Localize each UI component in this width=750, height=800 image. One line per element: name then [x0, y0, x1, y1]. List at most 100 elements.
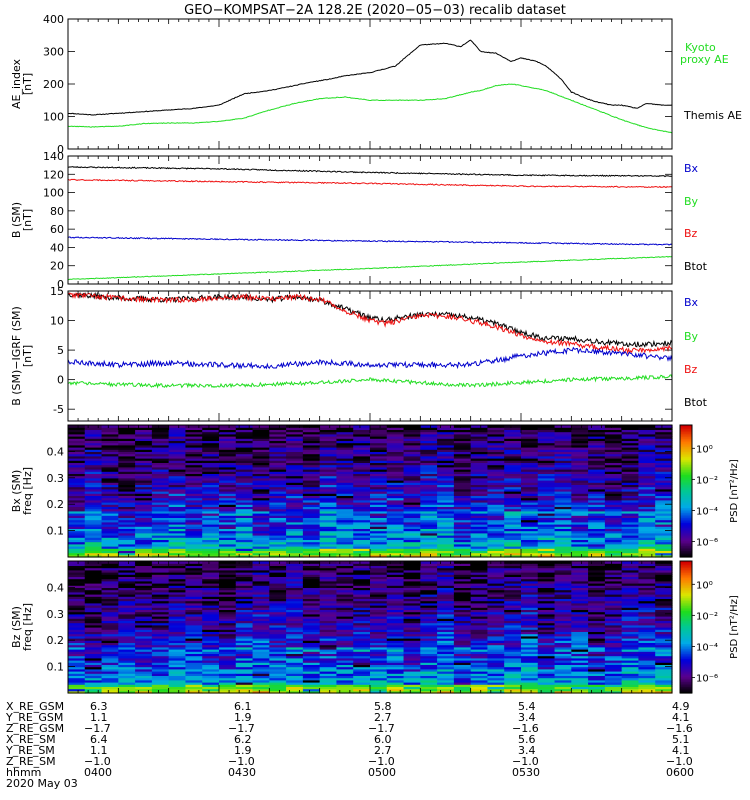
spectrogram-cell	[370, 624, 388, 628]
spectrogram-cell	[604, 622, 623, 626]
spectrogram-cell	[168, 436, 187, 439]
spectrogram-cell	[604, 493, 623, 496]
spectrogram-cell	[219, 686, 237, 690]
spectrogram-cell	[336, 657, 354, 661]
spectrogram-cell	[185, 598, 203, 602]
spectrogram-cell	[655, 469, 673, 472]
spectrogram-cell	[252, 572, 270, 575]
spectrogram-cell	[604, 484, 623, 488]
spectrogram-cell	[504, 429, 522, 433]
spectrogram-cell	[437, 664, 455, 668]
colorbar-segment	[680, 446, 692, 449]
spectrogram-cell	[537, 649, 556, 652]
spectrogram-cell	[202, 596, 220, 599]
spectrogram-cell	[353, 482, 371, 485]
spectrogram-cell	[68, 521, 86, 525]
spectrogram-cell	[118, 627, 136, 630]
spectrogram-cell	[470, 455, 489, 459]
spectrogram-cell	[420, 451, 438, 455]
spectrogram-cell	[202, 541, 220, 545]
spectrogram-cell	[403, 528, 421, 532]
spectrogram-cell	[302, 508, 321, 512]
spectrogram-cell	[571, 635, 589, 639]
spectrogram-cell	[604, 620, 623, 624]
spectrogram-cell	[571, 660, 589, 663]
spectrogram-cell	[554, 629, 572, 632]
spectrogram-cell	[319, 688, 338, 692]
spectrogram-cell	[168, 482, 187, 485]
spectrogram-cell	[604, 561, 623, 564]
spectrogram-cell	[621, 655, 640, 659]
spectrogram-cell	[336, 535, 354, 538]
spectrogram-cell	[655, 572, 673, 575]
spectrogram-cell	[118, 580, 136, 584]
spectrogram-cell	[588, 541, 606, 545]
spectrogram-cell	[588, 447, 606, 450]
spectrogram-cell	[470, 521, 489, 525]
spectrogram-cell	[168, 563, 187, 566]
spectrogram-cell	[185, 541, 203, 545]
spectrogram-cell	[202, 642, 220, 646]
spectrogram-cell	[386, 499, 405, 503]
spectrogram-cell	[151, 513, 170, 516]
spectrogram-cell	[420, 493, 438, 496]
spectrogram-cell	[403, 495, 421, 499]
spectrogram-cell	[168, 486, 187, 490]
spectrogram-cell	[168, 431, 187, 435]
spectrogram-cell	[453, 587, 472, 591]
spectrogram-cell	[269, 495, 287, 499]
spectrogram-cell	[252, 554, 270, 558]
spectrogram-cell	[168, 660, 187, 663]
spectrogram-cell	[336, 596, 354, 599]
spectrogram-cell	[504, 576, 522, 580]
spectrogram-cell	[621, 488, 640, 492]
spectrogram-cell	[101, 515, 119, 518]
spectrogram-cell	[554, 546, 572, 549]
spectrogram-cell	[101, 587, 119, 591]
spectrogram-cell	[168, 589, 187, 593]
spectrogram-cell	[168, 554, 187, 558]
spectrogram-cell	[537, 458, 556, 461]
spectrogram-cell	[537, 563, 556, 566]
spectrogram-cell	[185, 473, 203, 477]
spectrogram-cell	[588, 466, 606, 470]
spectrogram-cell	[370, 473, 388, 477]
spectrogram-cell	[487, 583, 505, 586]
spectrogram-cell	[168, 602, 187, 606]
spectrogram-cell	[219, 429, 237, 433]
spectrogram-cell	[604, 635, 623, 639]
spectrogram-cell	[655, 578, 673, 582]
spectrogram-cell	[151, 605, 170, 608]
spectrogram-cell	[269, 464, 287, 468]
colorbar-segment	[680, 537, 692, 540]
spectrogram-cell	[302, 436, 321, 439]
spectrogram-cell	[655, 600, 673, 604]
spectrogram-cell	[571, 508, 589, 512]
spectrogram-cell	[202, 499, 220, 503]
spectrogram-cell	[219, 504, 237, 507]
spectrogram-cell	[588, 594, 606, 597]
spectrogram-cell	[403, 493, 421, 496]
spectrogram-cell	[319, 493, 338, 496]
spectrogram-cell	[554, 585, 572, 588]
spectrogram-cell	[235, 447, 254, 450]
spectrogram-cell	[319, 535, 338, 538]
spectrogram-cell	[386, 613, 405, 617]
spectrogram-cell	[470, 513, 489, 516]
spectrogram-cell	[219, 616, 237, 619]
spectrogram-cell	[269, 624, 287, 628]
spectrogram-cell	[118, 554, 136, 558]
spectrogram-cell	[185, 477, 203, 481]
spectrogram-cell	[68, 569, 86, 573]
spectrogram-cell	[420, 644, 438, 648]
spectrogram-cell	[370, 596, 388, 599]
spectrogram-cell	[319, 594, 338, 597]
spectrogram-cell	[504, 447, 522, 450]
spectrogram-cell	[453, 486, 472, 490]
spectrogram-cell	[571, 591, 589, 595]
spectrogram-cell	[621, 539, 640, 543]
spectrogram-cell	[252, 440, 270, 444]
spectrogram-cell	[219, 580, 237, 584]
spectrogram-cell	[386, 655, 405, 659]
spectrogram-cell	[386, 580, 405, 584]
